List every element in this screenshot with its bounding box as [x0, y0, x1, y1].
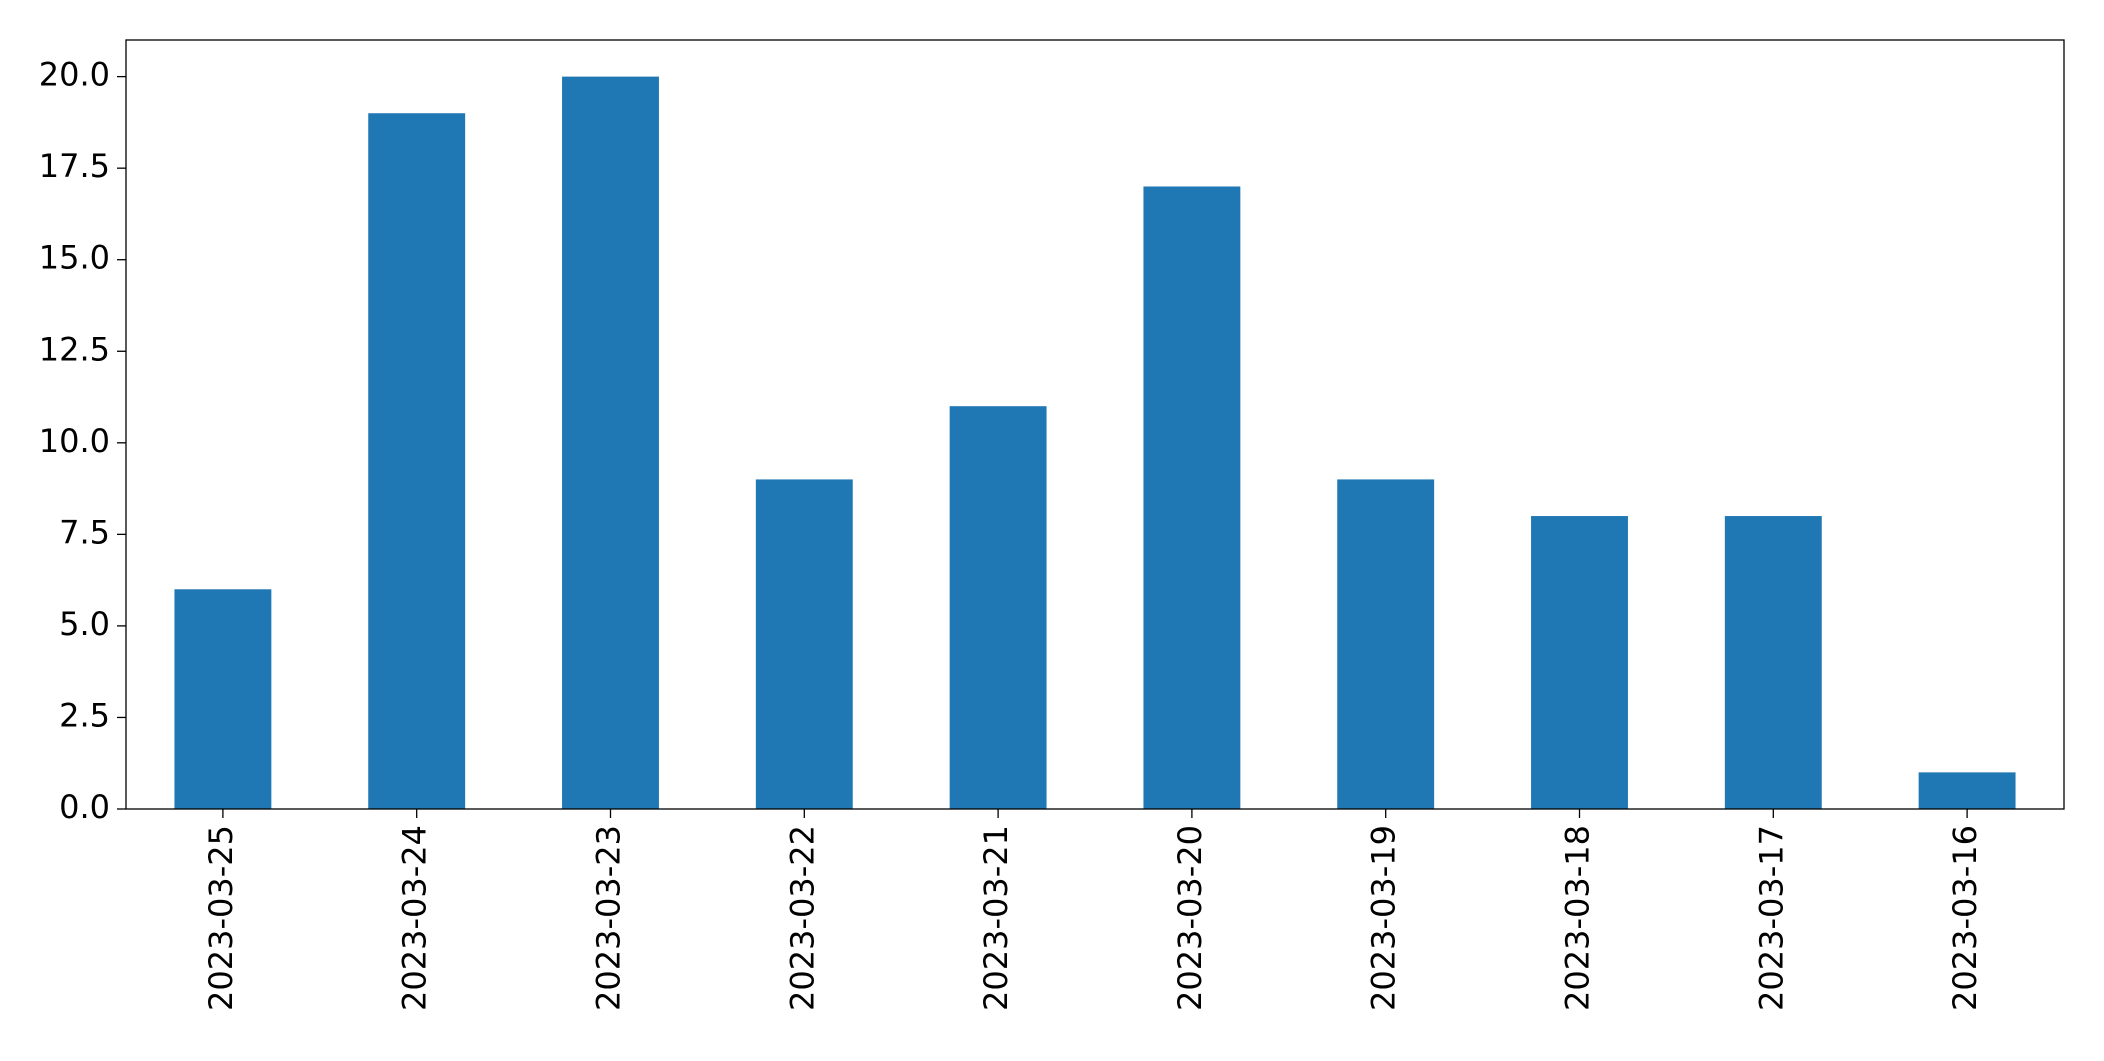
bar — [1143, 186, 1241, 809]
bar — [368, 113, 466, 809]
x-tick-label: 2023-03-23 — [590, 825, 628, 1011]
x-tick-label: 2023-03-16 — [1946, 825, 1984, 1011]
plot-frame — [125, 39, 2065, 810]
y-tick-label: 20.0 — [39, 56, 110, 94]
bar — [1918, 772, 2016, 809]
y-tick-label: 17.5 — [39, 147, 110, 185]
bar — [1337, 479, 1435, 809]
y-tick-label: 0.0 — [59, 788, 110, 826]
y-tick-label: 5.0 — [59, 605, 110, 643]
x-tick-label: 2023-03-18 — [1559, 825, 1597, 1011]
bar — [1531, 516, 1628, 809]
bar — [174, 589, 272, 809]
y-tick-label: 10.0 — [39, 422, 110, 460]
x-tick-label: 2023-03-22 — [783, 825, 821, 1011]
x-tick-label: 2023-03-25 — [202, 825, 240, 1011]
y-tick-label: 7.5 — [59, 513, 110, 551]
bar — [755, 479, 853, 809]
y-tick-label: 12.5 — [39, 330, 110, 368]
x-tick-label: 2023-03-20 — [1171, 825, 1209, 1011]
x-tick-label: 2023-03-19 — [1365, 825, 1403, 1011]
bar — [562, 76, 659, 810]
bar — [949, 406, 1047, 809]
bar — [1724, 516, 1822, 809]
y-tick-label: 15.0 — [39, 239, 110, 277]
x-tick-label: 2023-03-24 — [396, 825, 434, 1011]
y-tick-label: 2.5 — [59, 696, 110, 734]
x-tick-label: 2023-03-21 — [977, 825, 1015, 1011]
x-tick-label: 2023-03-17 — [1752, 825, 1790, 1011]
